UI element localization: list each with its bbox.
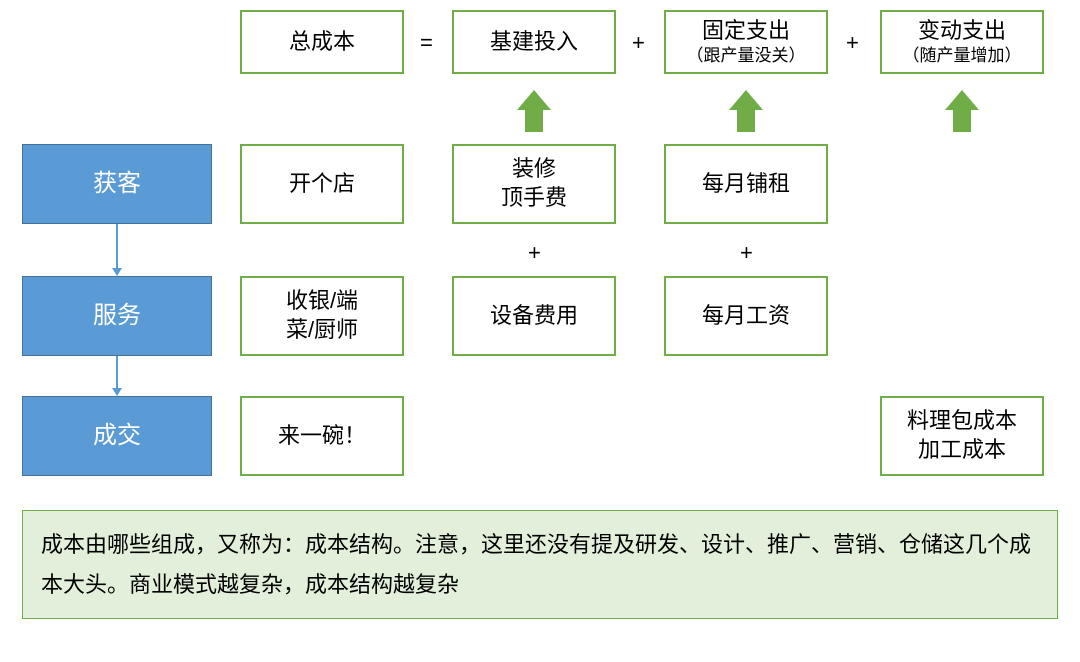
label: 服务 — [93, 300, 141, 331]
box-variable: 变动支出 （随产量增加） — [880, 10, 1044, 74]
box-renovation: 装修 顶手费 — [452, 144, 616, 224]
label: 总成本 — [289, 28, 355, 57]
op-plus-1: + — [632, 30, 645, 56]
step-serve: 服务 — [22, 276, 212, 356]
note-text: 成本由哪些组成，又称为：成本结构。注意，这里还没有提及研发、设计、推广、营销、仓… — [41, 532, 1031, 597]
label: 来一碗！ — [278, 422, 366, 451]
op-plus-col4: + — [740, 240, 753, 266]
arrow-up-icon — [517, 90, 551, 132]
label: 开个店 — [289, 170, 355, 199]
label: 设备费用 — [490, 302, 578, 331]
note-cost-structure: 成本由哪些组成，又称为：成本结构。注意，这里还没有提及研发、设计、推广、营销、仓… — [22, 510, 1058, 619]
arrow-up-icon — [729, 90, 763, 132]
step-close: 成交 — [22, 396, 212, 476]
box-fixed: 固定支出 （跟产量没关） — [664, 10, 828, 74]
op-equals: = — [420, 30, 433, 56]
box-ingredient-cost: 料理包成本 加工成本 — [880, 396, 1044, 476]
box-order: 来一碗！ — [240, 396, 404, 476]
box-salary: 每月工资 — [664, 276, 828, 356]
label: 基建投入 — [490, 28, 578, 57]
op-plus-col3: + — [528, 240, 541, 266]
arrow-down-icon — [22, 356, 212, 396]
step-acquire: 获客 — [22, 144, 212, 224]
label-l2: 菜/厨师 — [286, 316, 358, 345]
label: 每月工资 — [702, 302, 790, 331]
sub: （随产量增加） — [903, 45, 1022, 67]
box-rent: 每月铺租 — [664, 144, 828, 224]
sub: （跟产量没关） — [687, 45, 806, 67]
label-l1: 料理包成本 — [907, 407, 1017, 436]
box-staff: 收银/端 菜/厨师 — [240, 276, 404, 356]
box-capex: 基建投入 — [452, 10, 616, 74]
label: 变动支出 — [918, 17, 1006, 46]
label: 每月铺租 — [702, 170, 790, 199]
box-total-cost: 总成本 — [240, 10, 404, 74]
label-l2: 加工成本 — [918, 436, 1006, 465]
arrow-up-icon — [945, 90, 979, 132]
arrow-down-icon — [22, 224, 212, 276]
label-l1: 收银/端 — [286, 287, 358, 316]
op-plus-2: + — [846, 30, 859, 56]
label: 获客 — [93, 168, 141, 199]
label: 固定支出 — [702, 17, 790, 46]
label-l2: 顶手费 — [501, 184, 567, 213]
label-l1: 装修 — [512, 155, 556, 184]
box-equipment: 设备费用 — [452, 276, 616, 356]
label: 成交 — [93, 420, 141, 451]
box-open-shop: 开个店 — [240, 144, 404, 224]
